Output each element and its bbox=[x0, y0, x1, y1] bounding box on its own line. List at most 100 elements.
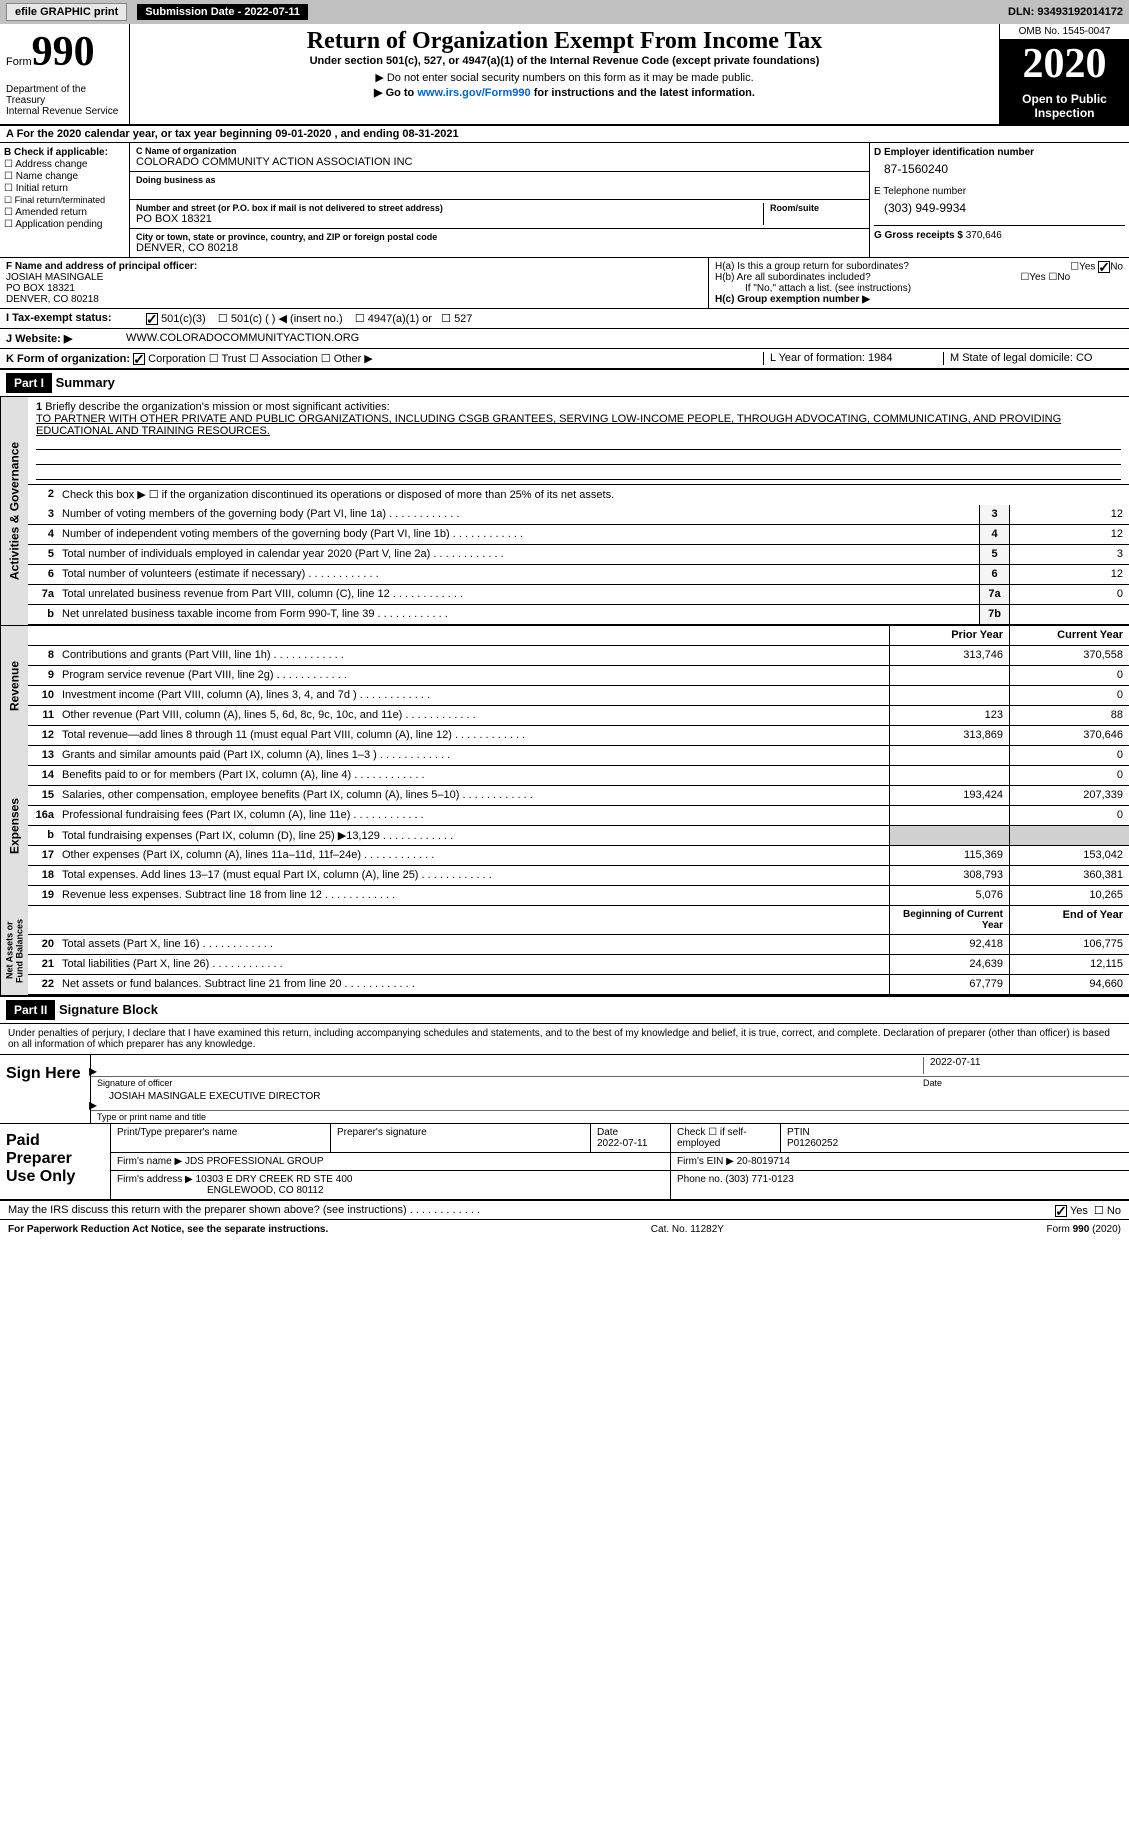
year-formation: L Year of formation: 1984 bbox=[763, 352, 943, 365]
reduction-notice: For Paperwork Reduction Act Notice, see … bbox=[8, 1224, 328, 1235]
hc-label: H(c) Group exemption number ▶ bbox=[715, 294, 1123, 305]
addr-value: PO BOX 18321 bbox=[136, 213, 763, 225]
website-label: J Website: ▶ bbox=[6, 332, 126, 345]
org-name-label: C Name of organization bbox=[136, 146, 863, 156]
phone-value: (303) 949-9934 bbox=[874, 197, 1125, 225]
ein-label: D Employer identification number bbox=[874, 147, 1125, 158]
officer-name: JOSIAH MASINGALE bbox=[6, 272, 702, 283]
officer-label: F Name and address of principal officer: bbox=[6, 261, 702, 272]
ha-no-check[interactable] bbox=[1098, 261, 1110, 273]
dba-label: Doing business as bbox=[136, 175, 863, 185]
officer-name-title: JOSIAH MASINGALE EXECUTIVE DIRECTOR bbox=[97, 1091, 321, 1102]
part1-badge: Part I bbox=[6, 373, 52, 393]
firm-name: JDS PROFESSIONAL GROUP bbox=[185, 1156, 324, 1167]
row-j: J Website: ▶ WWW.COLORADOCOMMUNITYACTION… bbox=[0, 329, 1129, 349]
top-bar: efile GRAPHIC print Submission Date - 20… bbox=[0, 0, 1129, 24]
part2-title: Signature Block bbox=[59, 1002, 158, 1017]
submission-date: Submission Date - 2022-07-11 bbox=[137, 4, 308, 20]
ein-value: 87-1560240 bbox=[874, 158, 1125, 186]
city-value: DENVER, CO 80218 bbox=[136, 242, 863, 254]
prep-name-label: Print/Type preparer's name bbox=[111, 1124, 331, 1152]
phone-label: E Telephone number bbox=[874, 186, 1125, 197]
instruction-2: ▶ Go to www.irs.gov/Form990 for instruct… bbox=[140, 86, 989, 99]
prep-sig-label: Preparer's signature bbox=[331, 1124, 591, 1152]
q2-text: Check this box ▶ ☐ if the organization d… bbox=[58, 485, 1129, 505]
revenue-label: Revenue bbox=[0, 626, 28, 746]
row-i: I Tax-exempt status: 501(c)(3) ☐ 501(c) … bbox=[0, 309, 1129, 329]
cb-amended[interactable]: ☐ Amended return bbox=[4, 207, 125, 218]
mission-text: TO PARTNER WITH OTHER PRIVATE AND PUBLIC… bbox=[36, 413, 1121, 437]
row-k: K Form of organization: Corporation ☐ Tr… bbox=[0, 349, 1129, 370]
tax-exempt-label: I Tax-exempt status: bbox=[6, 312, 146, 325]
department-label: Department of the Treasury Internal Reve… bbox=[6, 84, 123, 117]
discuss-yes[interactable] bbox=[1055, 1205, 1067, 1217]
part2-badge: Part II bbox=[6, 1000, 55, 1020]
h-note: If "No," attach a list. (see instruction… bbox=[715, 283, 1123, 294]
cb-501c3[interactable] bbox=[146, 313, 158, 325]
self-employed-check[interactable]: Check ☐ if self-employed bbox=[671, 1124, 781, 1152]
governance-label: Activities & Governance bbox=[0, 397, 28, 625]
prior-year-head: Prior Year bbox=[889, 626, 1009, 645]
current-year-head: Current Year bbox=[1009, 626, 1129, 645]
row-a-tax-year: A For the 2020 calendar year, or tax yea… bbox=[0, 126, 1129, 143]
irs-link[interactable]: www.irs.gov/Form990 bbox=[417, 87, 530, 99]
open-inspection: Open to Public Inspection bbox=[1000, 88, 1129, 124]
page-footer: For Paperwork Reduction Act Notice, see … bbox=[0, 1220, 1129, 1239]
cb-address-change[interactable]: ☐ Address change bbox=[4, 159, 125, 170]
firm-phone: (303) 771-0123 bbox=[725, 1174, 793, 1185]
city-label: City or town, state or province, country… bbox=[136, 232, 863, 242]
officer-addr: PO BOX 18321 bbox=[6, 283, 702, 294]
dln-label: DLN: 93493192014172 bbox=[1008, 6, 1123, 18]
firm-addr: 10303 E DRY CREEK RD STE 400 bbox=[196, 1174, 353, 1185]
net-assets-label: Net Assets or Fund Balances bbox=[0, 906, 28, 995]
signature-intro: Under penalties of perjury, I declare th… bbox=[0, 1024, 1129, 1055]
addr-label: Number and street (or P.O. box if mail i… bbox=[136, 203, 763, 213]
check-b-label: B Check if applicable: bbox=[4, 147, 125, 158]
revenue-section: Revenue Prior YearCurrent Year 8Contribu… bbox=[0, 625, 1129, 746]
catalog-number: Cat. No. 11282Y bbox=[651, 1224, 724, 1235]
form-number: 990 bbox=[32, 29, 95, 75]
prep-date: 2022-07-11 bbox=[597, 1138, 647, 1149]
q1-label: Briefly describe the organization's miss… bbox=[45, 401, 389, 413]
firm-ein: 20-8019714 bbox=[737, 1156, 790, 1167]
cb-application[interactable]: ☐ Application pending bbox=[4, 219, 125, 230]
instruction-1: ▶ Do not enter social security numbers o… bbox=[140, 71, 989, 84]
hb-label: H(b) Are all subordinates included? bbox=[715, 272, 871, 283]
row-fhi: F Name and address of principal officer:… bbox=[0, 258, 1129, 309]
part2-section: Part II Signature Block Under penalties … bbox=[0, 995, 1129, 1239]
date-label: Date bbox=[923, 1078, 1123, 1088]
form-org-label: K Form of organization: bbox=[6, 353, 130, 365]
firm-city: ENGLEWOOD, CO 80112 bbox=[117, 1185, 324, 1196]
tax-year: 2020 bbox=[1000, 40, 1129, 88]
governance-section: Activities & Governance 1 Briefly descri… bbox=[0, 397, 1129, 625]
paid-preparer-label: Paid Preparer Use Only bbox=[0, 1124, 110, 1199]
end-year-head: End of Year bbox=[1009, 906, 1129, 934]
expenses-section: Expenses 13Grants and similar amounts pa… bbox=[0, 746, 1129, 906]
form-ref: Form 990 (2020) bbox=[1047, 1224, 1121, 1235]
efile-button[interactable]: efile GRAPHIC print bbox=[6, 3, 127, 21]
ha-label: H(a) Is this a group return for subordin… bbox=[715, 261, 909, 272]
cb-initial-return[interactable]: ☐ Initial return bbox=[4, 183, 125, 194]
sig-date: 2022-07-11 bbox=[923, 1057, 1123, 1074]
cb-corporation[interactable] bbox=[133, 353, 145, 365]
form-subtitle: Under section 501(c), 527, or 4947(a)(1)… bbox=[140, 55, 989, 67]
cb-name-change[interactable]: ☐ Name change bbox=[4, 171, 125, 182]
begin-year-head: Beginning of Current Year bbox=[889, 906, 1009, 934]
gross-value: 370,646 bbox=[966, 230, 1002, 241]
sig-officer-label: Signature of officer bbox=[97, 1078, 923, 1088]
gross-label: G Gross receipts $ bbox=[874, 230, 963, 241]
expenses-label: Expenses bbox=[0, 746, 28, 906]
officer-label: Type or print name and title bbox=[91, 1111, 1129, 1123]
form-header: Form990 Department of the Treasury Inter… bbox=[0, 24, 1129, 126]
form-title: Return of Organization Exempt From Incom… bbox=[140, 28, 989, 55]
section-b: B Check if applicable: ☐ Address change … bbox=[0, 143, 1129, 258]
ptin-value: P01260252 bbox=[787, 1138, 838, 1149]
cb-final-return[interactable]: ☐ Final return/terminated bbox=[4, 195, 125, 206]
net-assets-section: Net Assets or Fund Balances Beginning of… bbox=[0, 906, 1129, 995]
discuss-row: May the IRS discuss this return with the… bbox=[0, 1201, 1129, 1220]
form-prefix: Form bbox=[6, 56, 32, 68]
state-domicile: M State of legal domicile: CO bbox=[943, 352, 1123, 365]
part1-header: Part I Summary bbox=[0, 370, 1129, 397]
sign-here-label: Sign Here bbox=[0, 1055, 90, 1123]
org-name: COLORADO COMMUNITY ACTION ASSOCIATION IN… bbox=[136, 156, 863, 168]
